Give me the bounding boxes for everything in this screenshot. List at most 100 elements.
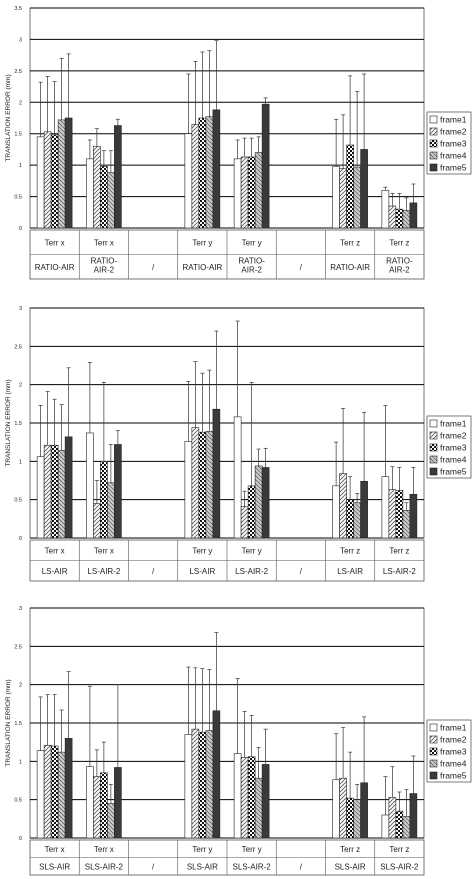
bar-frame1 — [381, 476, 390, 539]
bar-frame1 — [86, 432, 94, 539]
group-label-line2: AIR-2 — [389, 266, 410, 275]
y-tick-label: 1.5 — [14, 721, 22, 727]
bar-frame5 — [114, 444, 122, 539]
bar-frame1 — [381, 189, 390, 229]
y-tick-label: 2.5 — [14, 69, 22, 75]
group-label-line1: RATIO- — [238, 257, 265, 266]
bar-frame2 — [339, 167, 347, 229]
y-tick-label: 0 — [19, 536, 22, 542]
bar-frame4 — [254, 152, 263, 229]
bar-frame2 — [240, 156, 249, 229]
bar-frame5 — [360, 149, 368, 229]
bar-frame4 — [353, 502, 361, 539]
bar-frame2 — [93, 145, 101, 229]
legend-label: frame1 — [440, 723, 467, 733]
bar-frame3 — [247, 756, 256, 839]
y-tick-label: 0 — [19, 836, 22, 842]
bar-frame1 — [381, 814, 390, 839]
group-label: LS-AIR-2 — [383, 567, 416, 576]
bar-frame2 — [93, 503, 101, 539]
x-tick-label: Terr z — [389, 238, 409, 247]
legend: frame1 frame2 frame3 frame4 frame5 — [426, 719, 472, 783]
bar-frame1 — [233, 416, 242, 539]
bar-frame1 — [233, 753, 242, 839]
bar-frame1 — [233, 158, 242, 229]
bar-frame5 — [212, 408, 221, 539]
bar-frame2 — [388, 797, 397, 839]
bar-frame3 — [100, 166, 108, 229]
bar-frame4 — [402, 510, 411, 539]
y-tick-label: 1 — [19, 759, 22, 765]
y-tick-label: 3 — [19, 306, 22, 312]
group-label: LS-AIR — [337, 567, 363, 576]
legend-label: frame2 — [440, 431, 467, 441]
bar-frame1 — [184, 133, 193, 229]
legend-label: frame1 — [440, 115, 467, 125]
bar-frame2 — [240, 506, 249, 539]
legend-label: frame5 — [440, 467, 467, 477]
bar-frame4 — [353, 166, 361, 229]
legend-label: frame3 — [440, 443, 467, 453]
chart-1: 0 0.5 1 1.5 2 2.5 3 3.5 TRANSLATION ERROR (mm) Te… — [5, 6, 472, 280]
bar-frame5 — [114, 767, 122, 839]
bar-frame4 — [205, 116, 214, 229]
bar-frame3 — [100, 461, 108, 539]
legend-label: frame3 — [440, 747, 467, 757]
x-tick-label: Terr y — [242, 238, 262, 247]
legend-swatch-frame4 — [429, 759, 438, 768]
bar-frame3 — [50, 745, 59, 839]
bar-frame2 — [43, 444, 52, 539]
bar-frame3 — [346, 797, 354, 839]
x-tick-label: Terr y — [242, 845, 262, 854]
x-tick-label: Terr x — [94, 845, 114, 854]
y-tick-label: 3 — [19, 37, 22, 43]
group-label-line1: RATIO- — [91, 257, 118, 266]
bar-frame3 — [198, 431, 207, 539]
legend-label: frame4 — [440, 455, 467, 465]
x-tick-label: Terr x — [45, 238, 65, 247]
legend-label: frame3 — [440, 139, 467, 149]
bar-frame5 — [261, 467, 270, 539]
bar-frame4 — [57, 751, 66, 839]
bar-frame5 — [409, 493, 418, 539]
bar-frame3 — [395, 490, 404, 539]
bar-frame5 — [261, 103, 270, 229]
bar-frame2 — [388, 489, 397, 539]
legend: frame1 frame2 frame3 frame4 frame5 — [426, 111, 472, 175]
bar-frame4 — [57, 450, 66, 539]
group-label: SLS-AIR — [39, 862, 70, 871]
bar-frame2 — [191, 728, 200, 839]
group-label: SLS-AIR — [187, 862, 218, 871]
bar-frame5 — [64, 738, 73, 839]
bar-frame5 — [64, 117, 73, 229]
y-tick-label: 1.5 — [14, 132, 22, 138]
legend-swatch-frame4 — [429, 151, 438, 160]
bar-frame4 — [107, 482, 115, 539]
chart-2: 0 0.5 1 1.5 2 2.5 3 TRANSLATION ERROR (mm) Terr … — [5, 306, 472, 582]
y-tick-label: 0.5 — [14, 498, 22, 504]
bar-frame2 — [93, 776, 101, 839]
bar-frame3 — [247, 485, 256, 539]
legend-label: frame2 — [440, 127, 467, 137]
group-label: / — [300, 263, 303, 272]
group-label: / — [300, 567, 303, 576]
bar-frame2 — [339, 777, 347, 839]
group-label: LS-AIR — [189, 567, 215, 576]
legend-label: frame4 — [440, 151, 467, 161]
x-tick-label: Terr x — [94, 546, 114, 555]
bar-frame4 — [107, 803, 115, 839]
x-tick-label: Terr z — [340, 546, 360, 555]
bar-frame1 — [86, 766, 94, 839]
x-tick-label: Terr z — [389, 845, 409, 854]
group-label: RATIO-AIR — [330, 263, 370, 272]
legend-label: frame1 — [440, 419, 467, 429]
bar-frame5 — [212, 109, 221, 229]
bar-frame5 — [409, 793, 418, 839]
bar-frame4 — [57, 119, 66, 229]
y-tick-label: 2 — [19, 683, 22, 689]
legend-swatch-frame5 — [429, 771, 438, 780]
bar-frame3 — [395, 208, 404, 229]
bar-frame5 — [261, 764, 270, 839]
x-tick-label: Terr x — [45, 546, 65, 555]
